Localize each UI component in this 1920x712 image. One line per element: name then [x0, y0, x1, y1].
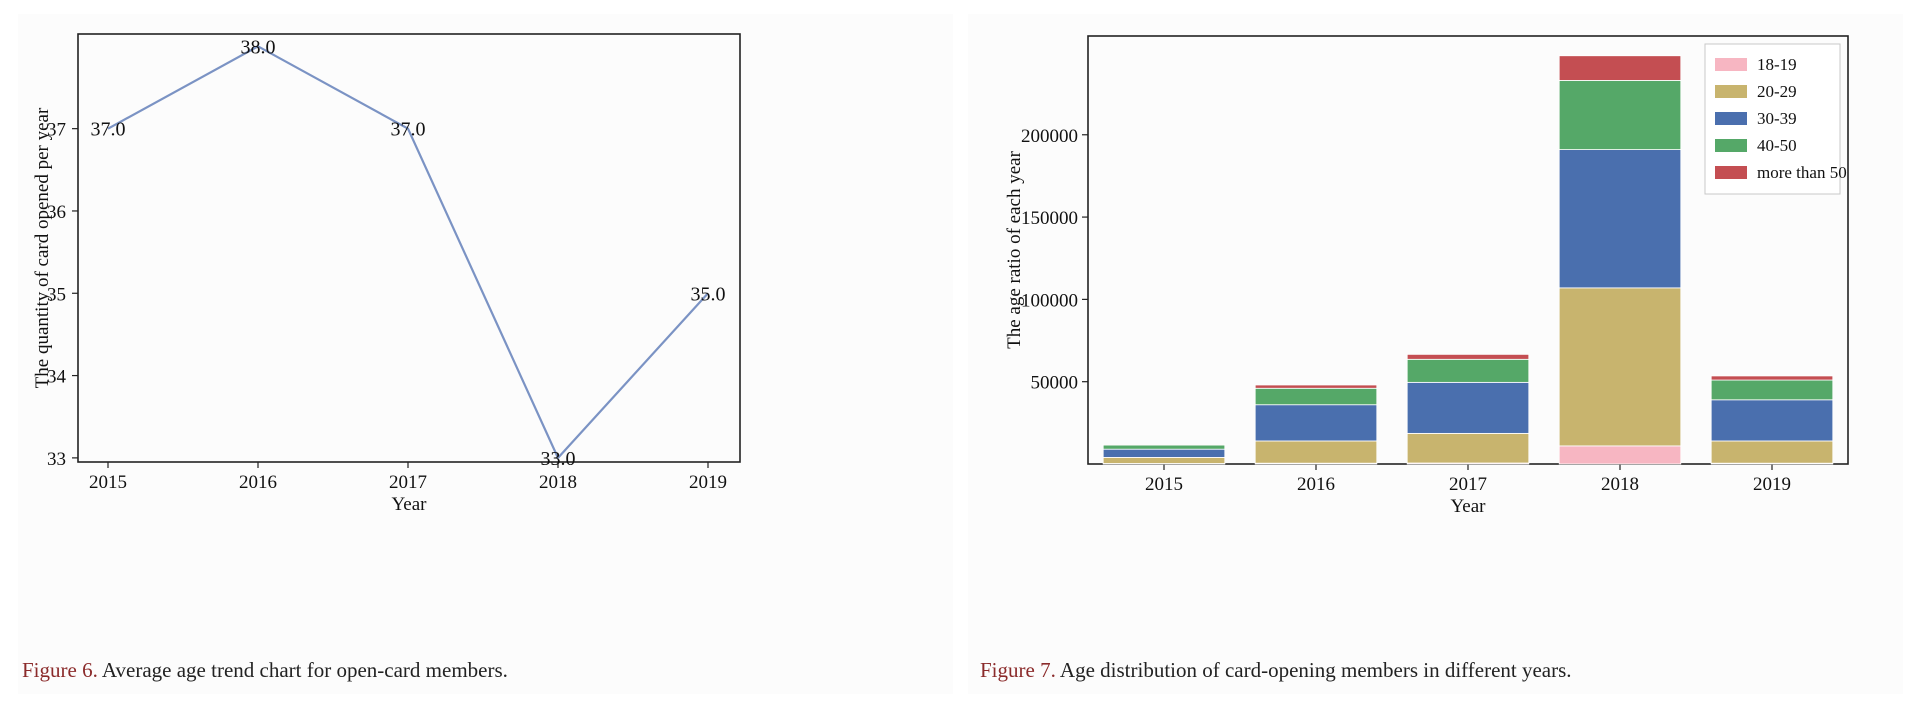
bar-segment — [1254, 440, 1378, 464]
bar-segment — [1558, 149, 1682, 289]
y-axis-label: The quantity of card opened per year — [32, 107, 53, 388]
y-tick-label: 100000 — [1021, 290, 1078, 311]
bar-segment — [1406, 358, 1530, 383]
legend-label: 18-19 — [1757, 55, 1797, 74]
data-label: 33.0 — [541, 448, 576, 470]
legend-label: 40-50 — [1757, 136, 1797, 155]
bar-segment — [1558, 287, 1682, 447]
y-tick-label: 150000 — [1021, 208, 1078, 229]
bar-segment — [1558, 445, 1682, 465]
data-label: 37.0 — [91, 119, 126, 141]
x-tick-label: 2019 — [1753, 474, 1791, 495]
bar-segment — [1710, 375, 1834, 381]
y-axis-label: The age ratio of each year — [1004, 150, 1025, 348]
bar-segment — [1406, 432, 1530, 464]
y-tick-label: 33 — [47, 449, 66, 470]
legend-label: more than 50 — [1757, 163, 1847, 182]
legend-swatch — [1715, 166, 1747, 179]
y-tick-label: 34 — [47, 367, 67, 388]
bar-segment — [1254, 384, 1378, 389]
y-tick-label: 36 — [47, 202, 66, 223]
bar-segment — [1102, 457, 1226, 464]
figure-6-caption: Figure 6. Average age trend chart for op… — [22, 658, 508, 683]
line-chart: 33 34 35 36 37 2015 2016 2017 2018 2019 37.0 38.0 37… — [32, 33, 741, 515]
bar-segment — [1102, 443, 1226, 446]
y-tick-label: 200000 — [1021, 126, 1078, 147]
x-tick-label: 2017 — [389, 472, 427, 493]
bar-segment — [1710, 399, 1834, 442]
x-axis-label: Year — [1450, 496, 1486, 517]
y-tick-label: 50000 — [1031, 373, 1079, 394]
figure-6-caption-label: Figure 6. — [22, 658, 98, 682]
bar-segment — [1254, 387, 1378, 406]
data-label: 38.0 — [241, 36, 276, 58]
data-label: 37.0 — [391, 119, 426, 141]
y-tick-label: 37 — [47, 120, 66, 141]
x-tick-label: 2018 — [1601, 474, 1639, 495]
x-tick-label: 2015 — [89, 472, 127, 493]
figure-7-panel: 50000 100000 150000 200000 2015 2016 2017 2018 2… — [968, 14, 1903, 694]
legend-label: 20-29 — [1757, 82, 1797, 101]
legend-swatch — [1715, 139, 1747, 152]
bar-segment — [1406, 381, 1530, 434]
bar-segment — [1406, 353, 1530, 360]
bar-segment — [1710, 440, 1834, 464]
data-label: 35.0 — [691, 283, 726, 305]
figure-7-caption: Figure 7. Age distribution of card-openi… — [980, 658, 1572, 683]
figure-6-panel: 33 34 35 36 37 2015 2016 2017 2018 2019 37.0 38.0 37… — [18, 14, 953, 694]
bar-segment — [1558, 80, 1682, 150]
legend-swatch — [1715, 58, 1747, 71]
x-tick-label: 2016 — [239, 472, 277, 493]
plot-frame — [77, 33, 741, 463]
stacked-bar-chart: 50000 100000 150000 200000 2015 2016 2017 2018 2… — [1004, 35, 1849, 517]
bar-segment — [1254, 404, 1378, 442]
y-tick-label: 35 — [47, 284, 66, 305]
x-tick-label: 2019 — [689, 472, 727, 493]
bar-segment — [1102, 444, 1226, 450]
legend-label: 30-39 — [1757, 109, 1797, 128]
bar-segment — [1102, 448, 1226, 458]
x-tick-label: 2015 — [1145, 474, 1183, 495]
legend-swatch — [1715, 85, 1747, 98]
x-tick-label: 2016 — [1297, 474, 1335, 495]
figure-6-caption-text: Average age trend chart for open-card me… — [97, 658, 508, 682]
x-tick-label: 2017 — [1449, 474, 1487, 495]
x-axis-label: Year — [391, 494, 427, 515]
bar-segment — [1710, 379, 1834, 401]
series-line — [107, 45, 709, 460]
figure-7-caption-label: Figure 7. — [980, 658, 1056, 682]
x-tick-label: 2018 — [539, 472, 577, 493]
figure-7-caption-text: Age distribution of card-opening members… — [1055, 658, 1572, 682]
bar-segment — [1558, 55, 1682, 81]
legend-swatch — [1715, 112, 1747, 125]
